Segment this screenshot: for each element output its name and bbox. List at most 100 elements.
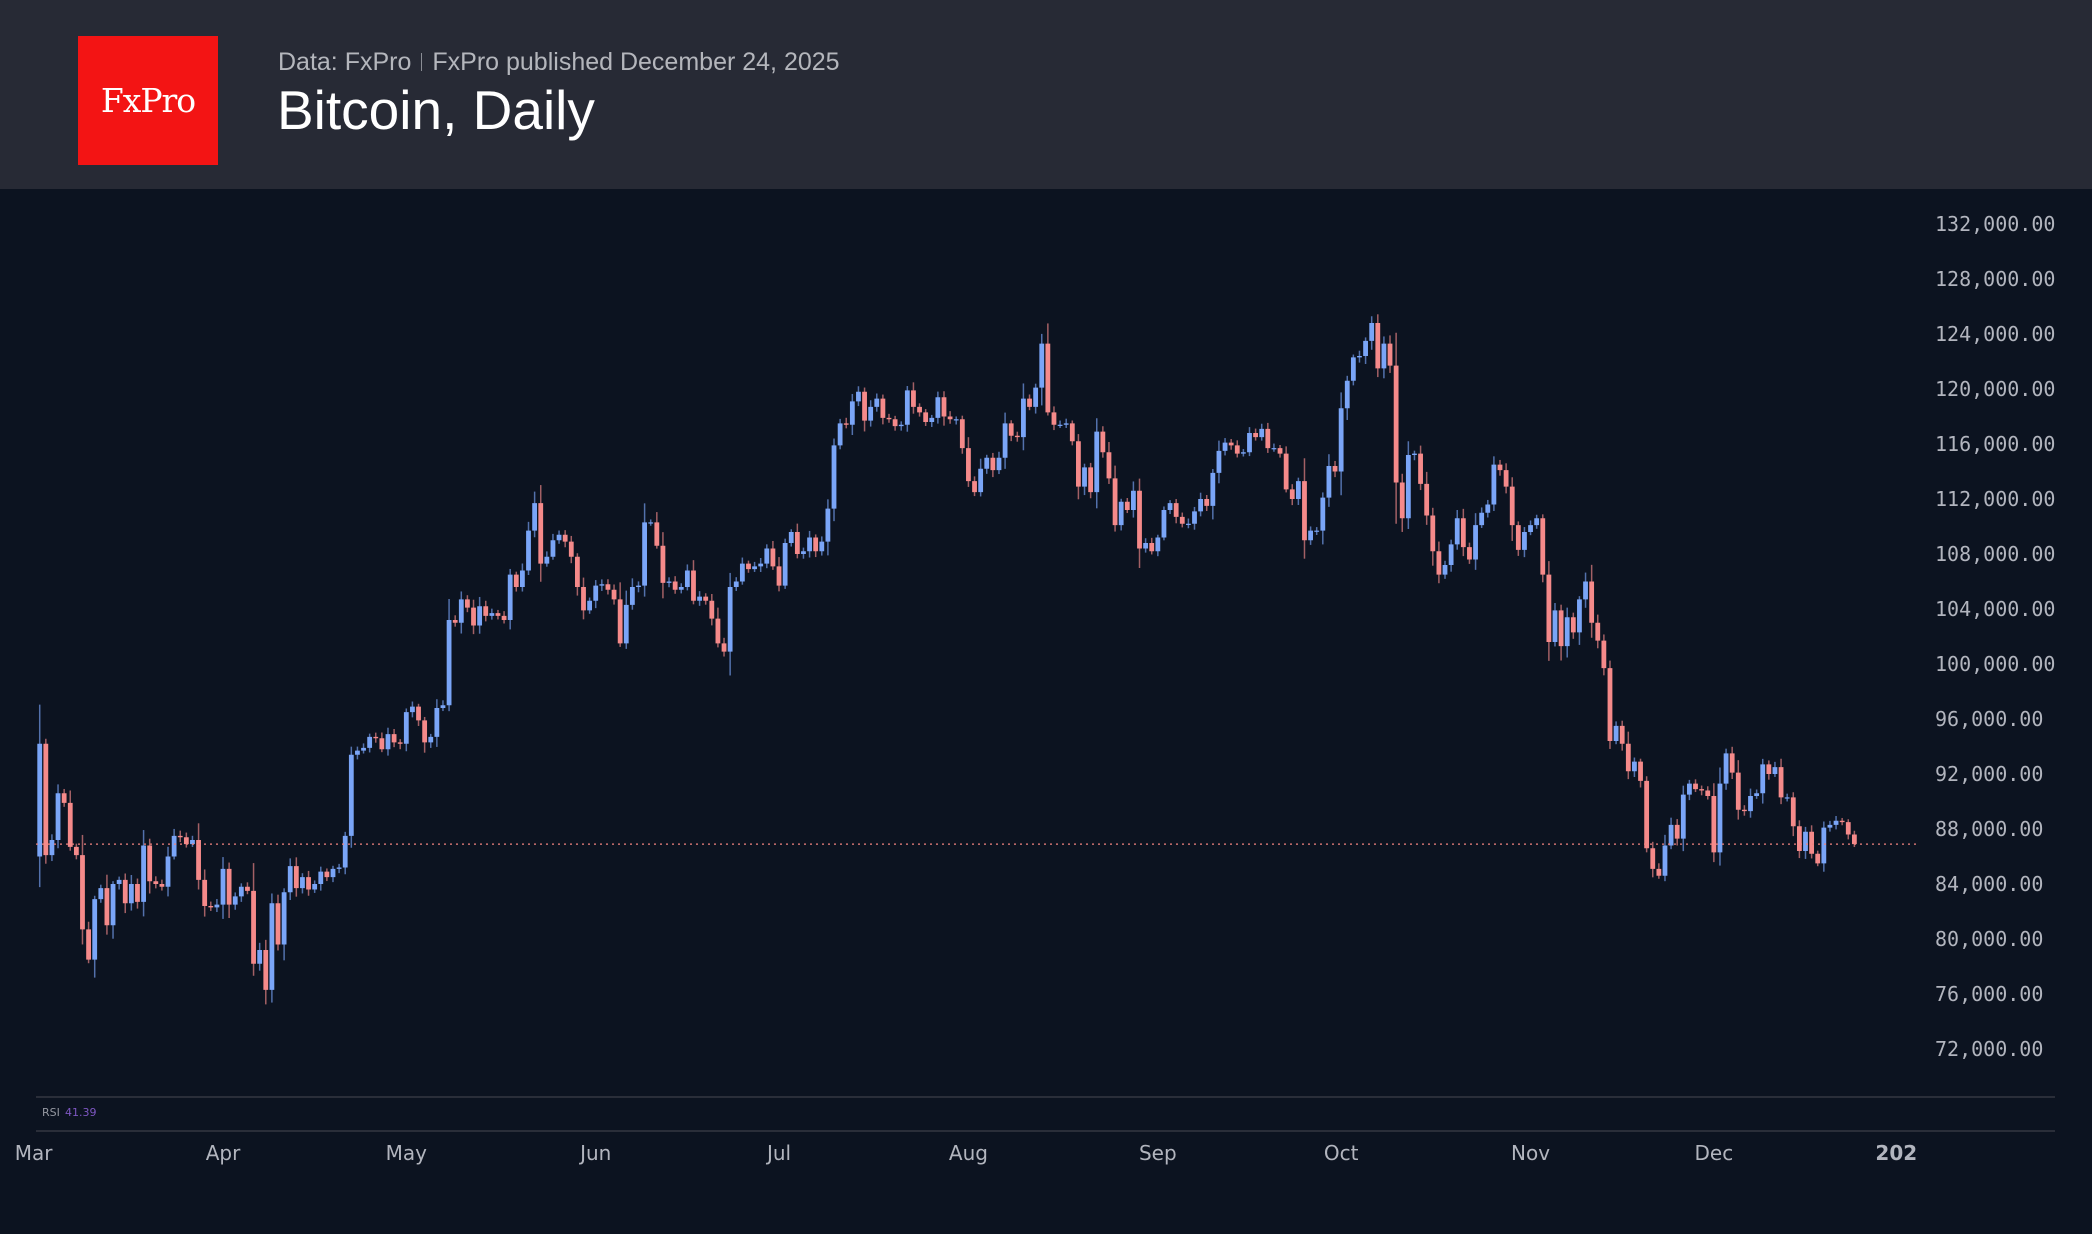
candle-down (1051, 412, 1057, 425)
candle-up (232, 896, 238, 905)
candle-up (1687, 783, 1692, 795)
candle-up (1192, 511, 1197, 524)
candle-down (654, 522, 660, 546)
candle-up (336, 867, 342, 869)
candle-down (1693, 783, 1698, 790)
price-tick-label: 92,000.00 (1935, 762, 2043, 786)
candle-up (318, 871, 324, 884)
candle-up (257, 950, 263, 964)
candle-up (825, 508, 831, 542)
candle-up (410, 706, 415, 713)
candle-up (1613, 725, 1619, 741)
candle-down (483, 606, 489, 616)
candle-up (636, 585, 641, 587)
candle-up (385, 734, 391, 750)
candle-down (1014, 435, 1020, 438)
candle-down (324, 871, 330, 878)
time-tick-label: 2026 (1875, 1141, 1931, 1165)
candle-up (1320, 497, 1326, 531)
candle-up (758, 563, 764, 567)
candle-up (831, 445, 837, 509)
price-tick-label: 100,000.00 (1935, 652, 2055, 676)
candle-up (281, 892, 287, 945)
candle-up (520, 570, 525, 587)
candle-up (1357, 356, 1362, 358)
candles (31, 314, 1857, 1005)
candle-up (31, 857, 36, 882)
candle-down (1735, 772, 1741, 810)
price-tick-label: 104,000.00 (1935, 597, 2055, 621)
time-tick-label: Mar (15, 1141, 54, 1165)
candle-down (1778, 767, 1784, 798)
candle-down (617, 599, 623, 644)
candle-down (202, 879, 208, 906)
candle-down (135, 884, 140, 902)
candle-up (1350, 357, 1356, 381)
candle-down (147, 845, 153, 882)
candle-up (1118, 501, 1124, 526)
candle-up (403, 712, 409, 744)
candle-up (739, 563, 745, 582)
candle-down (794, 532, 800, 554)
candle-up (342, 835, 348, 868)
candle-up (1222, 442, 1228, 451)
candle-down (208, 906, 214, 908)
candle-up (1448, 544, 1454, 565)
candle-up (1381, 343, 1387, 369)
candle-up (764, 548, 770, 564)
candle-up (819, 541, 825, 552)
candle-up (1021, 398, 1026, 438)
candle-down (1540, 518, 1546, 575)
candle-up (727, 587, 733, 652)
candle-down (972, 481, 977, 493)
candle-up (593, 585, 599, 601)
time-tick-label: Sep (1139, 1141, 1177, 1165)
candle-up (1161, 510, 1167, 538)
candle-down (471, 607, 476, 626)
candle-up (1082, 467, 1087, 487)
candle-up (330, 868, 336, 878)
candle-down (1100, 431, 1106, 453)
candle-up (1479, 512, 1485, 526)
candle-down (1851, 834, 1857, 845)
candle-up (1185, 523, 1191, 525)
candle-down (1124, 501, 1130, 510)
candle-down (1393, 365, 1399, 483)
rsi-value: 41.39 (65, 1106, 97, 1119)
candle-up (1259, 428, 1265, 438)
candle-down (1088, 467, 1094, 493)
candle-up (1295, 481, 1301, 499)
candle-down (1399, 482, 1405, 519)
candle-down (1045, 343, 1051, 413)
candle-down (538, 503, 544, 564)
candle-up (733, 581, 739, 587)
candle-down (703, 596, 709, 601)
time-axis[interactable]: Mar Apr May Jun Jul Aug Sep Oct Nov Dec 2026 (15, 1141, 1931, 1165)
candle-up (1338, 408, 1344, 472)
candle-up (98, 888, 104, 900)
candle-down (880, 398, 886, 418)
price-tick-label: 116,000.00 (1935, 432, 2055, 456)
candle-up (1314, 530, 1320, 532)
candle-down (1503, 470, 1509, 487)
candle-down (1729, 753, 1735, 773)
candle-down (1674, 824, 1680, 839)
candle-down (1204, 499, 1210, 506)
candle-up (1002, 423, 1008, 458)
candle-down (721, 643, 727, 652)
candle-down (1699, 789, 1705, 791)
candle-up (37, 743, 43, 857)
candle-up (1247, 433, 1252, 453)
candle-up (1723, 753, 1729, 784)
candle-down (709, 600, 715, 619)
candle-up (642, 522, 647, 586)
candle-down (1424, 483, 1430, 516)
candle-down (177, 835, 183, 838)
candle-down (452, 620, 458, 623)
price-axis[interactable]: 132,000.00 128,000.00 124,000.00 120,000.00… (1935, 212, 2055, 1061)
candle-up (599, 584, 605, 586)
candle-up (1821, 827, 1827, 864)
candle-up (1491, 464, 1497, 505)
candle-up (458, 599, 464, 623)
